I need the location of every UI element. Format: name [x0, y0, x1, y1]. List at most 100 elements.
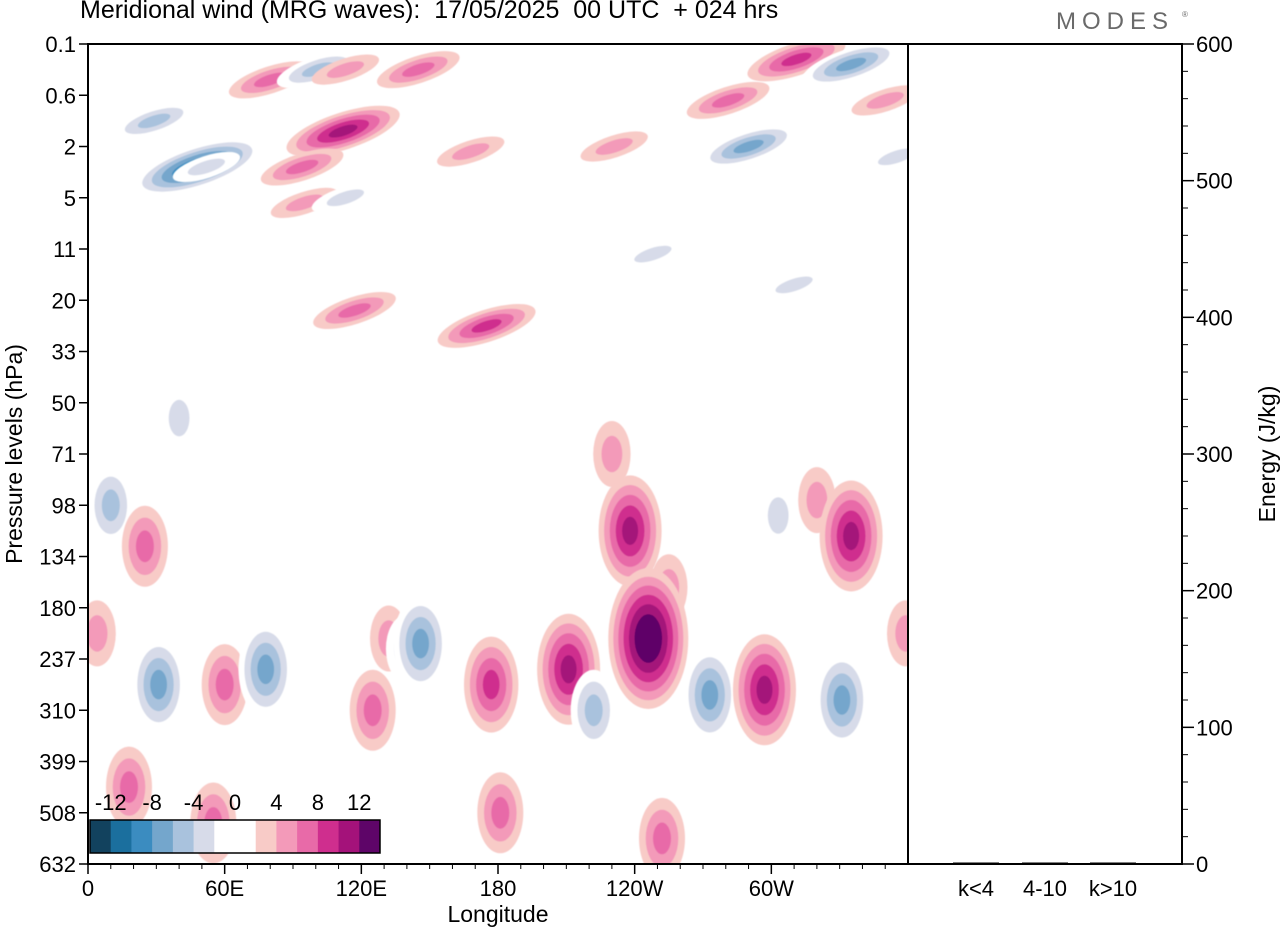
wind-feature [88, 464, 134, 546]
wind-feature [477, 772, 524, 854]
energy-category-label: k<4 [958, 876, 994, 901]
colorbar-swatch [235, 820, 257, 853]
y-tick-label: 71 [52, 442, 76, 467]
contour-band [137, 113, 171, 129]
contour-band [402, 62, 435, 77]
colorbar-swatch [359, 820, 381, 853]
wind-feature [313, 291, 396, 330]
contour-band [653, 822, 671, 855]
contour-band [775, 276, 813, 294]
colorbar-swatch [255, 820, 277, 853]
wind-feature [699, 124, 798, 169]
contour-band [601, 435, 623, 473]
wind-feature [112, 102, 196, 140]
wind-feature [639, 797, 685, 864]
contour-band [187, 158, 226, 176]
wind-feature [619, 239, 687, 270]
wind-feature [201, 644, 248, 726]
energy-axis-title: Energy (J/kg) [1254, 386, 1280, 523]
colorbar: -12 -8 -4 0 4 8 12 [89, 790, 381, 854]
colorbar-label: -8 [142, 790, 162, 815]
contour-band [285, 194, 324, 212]
wind-feature [311, 182, 380, 213]
colorbar-swatch [110, 820, 132, 853]
contour-band [253, 72, 287, 88]
y-tick-label: 5 [64, 186, 76, 211]
chart-title: Meridional wind (MRG waves): 17/05/2025 … [80, 0, 779, 24]
wind-feature [759, 482, 797, 549]
contour-band [806, 481, 828, 519]
y-tick-label: 33 [52, 340, 76, 365]
colorbar-swatch [90, 820, 112, 853]
colorbar-label: 4 [270, 790, 282, 815]
contour-band [595, 138, 633, 155]
x-tick-label: 0 [82, 876, 94, 901]
wind-feature [819, 480, 883, 592]
energy-bar [1022, 862, 1068, 864]
colorbar-swatch [338, 820, 360, 853]
colorbar-swatch [214, 820, 236, 853]
contour-band [452, 143, 490, 160]
contour-band [471, 319, 502, 333]
contour-band [215, 668, 234, 701]
wind-feature [682, 646, 737, 743]
contour-band [135, 530, 154, 563]
colorbar-label: 12 [347, 790, 371, 815]
contour-band [866, 92, 904, 109]
contour-band [877, 148, 908, 166]
contour-band [733, 139, 764, 154]
wind-feature [260, 148, 344, 186]
contour-band [257, 654, 275, 685]
y-tick-label: 50 [52, 391, 76, 416]
contour-band [412, 628, 429, 659]
colorbar-label: -4 [184, 790, 204, 815]
wind-feature [598, 475, 662, 587]
wind-feature [686, 81, 770, 119]
contour-band [120, 771, 138, 803]
x-tick-label: 120W [606, 876, 664, 901]
colorbar-swatch [276, 820, 298, 853]
contour-band [781, 52, 812, 67]
colorbar-swatch [317, 820, 340, 853]
wind-feature [814, 652, 870, 748]
x-tick-label: 180 [480, 876, 517, 901]
y-axis-title: Pressure levels (hPa) [1, 344, 27, 564]
wind-feature [464, 636, 519, 733]
y-tick-label: 399 [39, 750, 76, 775]
wind-feature [172, 151, 241, 183]
contour-band [711, 93, 745, 108]
contour-band [833, 685, 851, 715]
energy-category-label: 4-10 [1023, 876, 1067, 901]
contour-band [756, 675, 773, 704]
y-tick-label: 20 [52, 288, 76, 313]
x-axis-title: Longitude [447, 901, 548, 927]
energy-tick-label: 200 [1196, 579, 1233, 604]
registered-mark: ® [1182, 10, 1188, 19]
colorbar-label: -12 [95, 790, 127, 815]
contour-band [168, 399, 190, 437]
colorbar-label: 8 [312, 790, 324, 815]
colorbar-label: 0 [229, 790, 241, 815]
contour-band [767, 497, 789, 534]
energy-bar [1090, 862, 1136, 864]
wind-feature [760, 269, 828, 300]
y-tick-label: 237 [39, 647, 76, 672]
x-tick-label: 60W [749, 876, 794, 901]
y-tick-label: 98 [52, 493, 76, 518]
wind-feature [238, 621, 293, 718]
wind-feature [377, 51, 460, 89]
wind-feature [311, 54, 380, 85]
contour-band [482, 669, 500, 700]
energy-bar [953, 862, 999, 864]
contour-band [326, 61, 365, 78]
wind-feature [747, 44, 846, 82]
contour-band [843, 521, 860, 551]
contour-band [101, 489, 120, 522]
y-tick-label: 0.1 [45, 32, 76, 57]
colorbar-swatch [297, 820, 319, 853]
energy-frame [907, 43, 1183, 865]
contour-band [363, 694, 382, 727]
wind-feature [286, 105, 400, 157]
contour-band [328, 124, 358, 138]
